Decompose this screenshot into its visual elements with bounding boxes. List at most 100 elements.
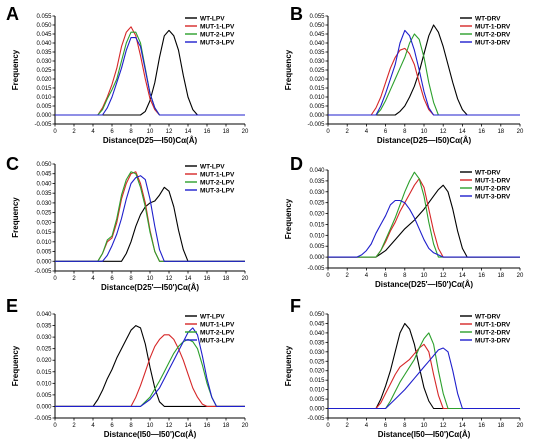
legend-label: MUT-2-LPV [200, 31, 235, 38]
y-tick-label: 0.030 [36, 335, 52, 341]
x-tick-label: 12 [440, 423, 447, 429]
x-tick-label: 0 [326, 273, 330, 279]
y-tick-label: 0.015 [309, 378, 325, 384]
series-line-mut-2-lpv [55, 171, 245, 262]
x-tick-label: 16 [478, 423, 485, 429]
legend-label: WT-LPV [200, 15, 225, 22]
legend-label: MUT-3-DRV [475, 39, 511, 46]
x-tick-label: 20 [517, 423, 524, 429]
legend-label: WT-DRV [475, 169, 501, 176]
y-tick-label: 0.005 [36, 250, 52, 256]
x-tick-label: 0 [326, 423, 330, 429]
series-line-mut-3-lpv [55, 37, 245, 116]
x-tick-label: 2 [72, 423, 76, 429]
x-tick-label: 18 [223, 276, 230, 282]
x-tick-label: 8 [129, 423, 133, 429]
y-tick-label: 0.020 [36, 358, 52, 364]
x-axis-title: Distance(I50—I50')Cα(Å) [104, 430, 197, 439]
legend-label: MUT-1-DRV [475, 321, 511, 328]
legend-label: WT-LPV [200, 313, 225, 320]
y-tick-label: 0.035 [36, 50, 52, 56]
legend-label: MUT-3-DRV [475, 193, 511, 200]
y-tick-label: 0.020 [309, 77, 325, 83]
series-line-mut-3-drv [328, 347, 520, 410]
y-tick-label: 0.005 [309, 397, 325, 403]
y-axis-title: Frequency [11, 49, 20, 90]
x-tick-label: 6 [110, 129, 114, 135]
x-tick-label: 18 [223, 423, 230, 429]
x-tick-label: 8 [403, 423, 407, 429]
y-tick-label: 0.015 [36, 230, 52, 236]
y-tick-label: 0.040 [36, 312, 52, 318]
x-tick-label: 14 [185, 276, 192, 282]
x-tick-label: 18 [497, 273, 504, 279]
x-tick-label: 12 [440, 273, 447, 279]
y-tick-label: 0.050 [36, 162, 52, 168]
x-tick-label: 14 [459, 273, 466, 279]
legend-label: MUT-1-LPV [200, 321, 235, 328]
y-tick-label: -0.005 [307, 266, 325, 272]
legend-label: MUT-2-LPV [200, 179, 235, 186]
panel-c: C 0 2 4 6 8 10 12 14 16 18 20 -0.005 0.000 0.005 0.010 0… [6, 154, 249, 292]
y-tick-label: 0.040 [309, 331, 325, 337]
series-line-mut-2-lpv [55, 338, 245, 407]
y-tick-label: 0.005 [309, 104, 325, 110]
y-tick-label: 0.045 [309, 321, 325, 327]
legend-label: WT-DRV [475, 15, 501, 22]
panel-d: D 0 2 4 6 8 10 12 14 16 18 20 -0.005 0.000 0.005 0.010 0… [284, 154, 524, 289]
x-tick-label: 8 [403, 273, 407, 279]
x-tick-label: 0 [53, 129, 57, 135]
y-tick-label: 0.040 [309, 168, 325, 174]
y-axis-title: Frequency [284, 49, 293, 90]
y-tick-label: 0.040 [36, 41, 52, 47]
legend-label: WT-LPV [200, 163, 225, 170]
y-tick-label: 0.040 [309, 41, 325, 47]
y-tick-label: 0.045 [309, 32, 325, 38]
x-tick-label: 14 [185, 423, 192, 429]
y-tick-label: -0.005 [34, 122, 52, 128]
y-tick-label: 0.010 [309, 233, 325, 239]
y-tick-label: 0.000 [36, 404, 52, 410]
y-tick-label: 0.035 [309, 50, 325, 56]
y-tick-label: 0.000 [36, 113, 52, 119]
x-tick-label: 6 [110, 276, 114, 282]
panel-letter: B [290, 4, 303, 24]
series-line-mut-3-lpv [55, 175, 245, 262]
x-tick-label: 16 [478, 129, 485, 135]
x-tick-label: 16 [204, 276, 211, 282]
y-tick-label: 0.025 [36, 68, 52, 74]
series-line-mut-1-drv [328, 178, 520, 258]
series-line-mut-1-drv [328, 47, 520, 116]
y-tick-label: 0.055 [309, 14, 325, 20]
y-tick-label: 0.040 [36, 181, 52, 187]
x-tick-label: 20 [242, 129, 249, 135]
x-tick-label: 18 [497, 129, 504, 135]
x-tick-label: 12 [166, 423, 173, 429]
series-line-wt-drv [328, 24, 520, 116]
y-tick-label: 0.015 [36, 370, 52, 376]
x-tick-label: 16 [204, 129, 211, 135]
x-tick-label: 0 [53, 423, 57, 429]
series-line-wt-drv [328, 322, 520, 410]
y-axis-title: Frequency [284, 345, 293, 386]
x-tick-label: 0 [326, 129, 330, 135]
panel-e: E 0 2 4 6 8 10 12 14 16 18 20 -0.005 0.000 0.005 0.010 0… [6, 296, 249, 439]
x-tick-label: 10 [147, 276, 154, 282]
x-tick-label: 2 [346, 129, 350, 135]
y-axis-title: Frequency [11, 197, 20, 238]
x-tick-label: 20 [517, 273, 524, 279]
legend-label: MUT-3-LPV [200, 39, 235, 46]
legend-label: MUT-1-DRV [475, 23, 511, 30]
x-tick-label: 8 [403, 129, 407, 135]
x-tick-label: 4 [91, 129, 95, 135]
panel-letter: D [290, 154, 303, 174]
y-tick-label: -0.005 [34, 416, 52, 422]
y-tick-label: 0.005 [36, 393, 52, 399]
x-tick-label: 16 [204, 423, 211, 429]
x-tick-label: 14 [185, 129, 192, 135]
x-tick-label: 20 [242, 423, 249, 429]
y-tick-label: 0.025 [36, 211, 52, 217]
x-tick-label: 10 [421, 273, 428, 279]
y-tick-label: 0.045 [36, 172, 52, 178]
y-tick-label: 0.015 [36, 86, 52, 92]
